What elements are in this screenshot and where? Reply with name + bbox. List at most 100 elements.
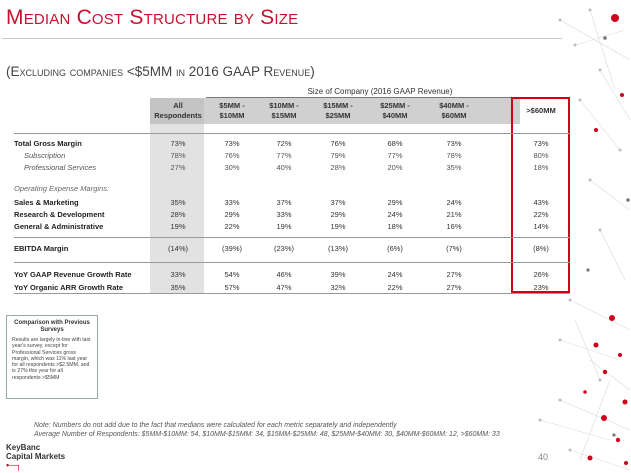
row-label: EBITDA Margin (14, 244, 69, 253)
row-label: Professional Services (24, 163, 97, 172)
slide-title: Median Cost Structure by Size (6, 6, 299, 29)
table-cell: 78% (446, 151, 462, 160)
table-cell: 77% (276, 151, 292, 160)
comparison-box: Comparison with Previous Surveys Results… (6, 315, 98, 399)
table-cell: (7%) (446, 244, 462, 253)
table-cell: 32% (330, 283, 346, 292)
table-cell: 47% (276, 283, 292, 292)
table-cell: 22% (387, 283, 403, 292)
table-cell: 73% (224, 139, 240, 148)
table-cell: (23%) (273, 244, 294, 253)
row-label: YoY Organic ARR Growth Rate (14, 283, 124, 292)
table-cell: 73% (170, 139, 186, 148)
table-cell: 28% (170, 210, 186, 219)
row-label: Operating Expense Margins: (14, 184, 110, 193)
slide-subtitle: (Excluding companies <$5MM in 2016 GAAP … (6, 64, 315, 79)
row-divider (14, 133, 570, 134)
table-cell: 22% (224, 222, 240, 231)
column-header: >$60MM (526, 106, 556, 115)
table-cell: 19% (276, 222, 292, 231)
row-label: General & Administrative (14, 222, 104, 231)
table-cell: 18% (387, 222, 403, 231)
column-header: $10MM - $15MM (269, 101, 299, 120)
table-cell: 43% (533, 198, 549, 207)
table-cell: 26% (533, 270, 549, 279)
table-cell: 73% (446, 139, 462, 148)
table-cell: 76% (224, 151, 240, 160)
footnote-line-2: Average Number of Respondents: $5MM-$10M… (34, 431, 500, 438)
table-cell: 73% (533, 139, 549, 148)
logo-line-2: Capital Markets (6, 452, 66, 461)
header-all-background (150, 98, 204, 124)
table-cell: 77% (387, 151, 403, 160)
table-cell: 54% (224, 270, 240, 279)
table-cell: 24% (387, 270, 403, 279)
table-cell: 33% (276, 210, 292, 219)
column-header: All Respondents (154, 101, 202, 120)
table-cell: (8%) (533, 244, 549, 253)
table-row: Professional Services 27% 30% 40% 28% 20% 35% 1… (14, 163, 574, 174)
logo-line-1: KeyBanc (6, 443, 41, 452)
column-header: $25MM - $40MM (380, 101, 410, 120)
row-divider (14, 237, 570, 238)
table-cell: 33% (224, 198, 240, 207)
table-cell: 28% (330, 163, 346, 172)
table-cell: 27% (170, 163, 186, 172)
table-cell: 35% (446, 163, 462, 172)
table-cell: (13%) (327, 244, 348, 253)
table-row: Total Gross Margin 73% 73% 72% 76% 68% 73% 73% (14, 139, 574, 150)
table-cell: 37% (330, 198, 346, 207)
table-cell: 33% (170, 270, 186, 279)
table-cell: 37% (276, 198, 292, 207)
key-icon: •─┐ (6, 460, 22, 470)
table-cell: 19% (170, 222, 186, 231)
row-divider (14, 293, 570, 294)
table-cell: 16% (446, 222, 462, 231)
table-cell: 46% (276, 270, 292, 279)
table-cell: 29% (224, 210, 240, 219)
column-header: $5MM - $10MM (219, 101, 245, 120)
table-cell: 80% (533, 151, 549, 160)
comparison-box-title: Comparison with Previous Surveys (14, 320, 90, 333)
highlight-box-60mm (511, 97, 570, 293)
table-cell: 19% (330, 222, 346, 231)
table-cell: 24% (387, 210, 403, 219)
size-group-underline (206, 97, 568, 98)
table-cell: 78% (170, 151, 186, 160)
table-cell: (14%) (167, 244, 188, 253)
table-cell: (6%) (387, 244, 403, 253)
table-row: General & Administrative 19% 22% 19% 19% 18% 1… (14, 222, 574, 233)
table-cell: 40% (276, 163, 292, 172)
table-row: Research & Development 28% 29% 33% 29% 24% 21%… (14, 210, 574, 221)
size-group-caption: Size of Company (2016 GAAP Revenue) (307, 87, 453, 96)
header-background (150, 98, 520, 124)
footnote-line-1: Note: Numbers do not add due to the fact… (34, 422, 397, 429)
table-row: EBITDA Margin (14%) (39%) (23%) (13%) (6%) (7%… (14, 244, 574, 255)
table-cell: 72% (276, 139, 292, 148)
table-cell: 20% (387, 163, 403, 172)
table-cell: 27% (446, 270, 462, 279)
comparison-box-body: Results are largely in-line with last ye… (12, 337, 91, 381)
table-cell: 68% (387, 139, 403, 148)
table-cell: 79% (330, 151, 346, 160)
company-logo: KeyBanc Capital Markets •─┐ (6, 443, 65, 470)
column-header: $40MM - $60MM (439, 101, 469, 120)
row-label: Sales & Marketing (14, 198, 79, 207)
row-label: Total Gross Margin (14, 139, 82, 148)
table-cell: 27% (446, 283, 462, 292)
table-cell: 35% (170, 283, 186, 292)
table-cell: (39%) (221, 244, 242, 253)
table-cell: 29% (387, 198, 403, 207)
table-cell: 23% (533, 283, 549, 292)
row-label: Research & Development (14, 210, 105, 219)
table-cell: 14% (533, 222, 549, 231)
table-cell: 76% (330, 139, 346, 148)
table-row: Subscription 78% 76% 77% 79% 77% 78% 80% (14, 151, 574, 162)
table-cell: 30% (224, 163, 240, 172)
table-row: Operating Expense Margins: (14, 184, 574, 195)
table-cell: 24% (446, 198, 462, 207)
table-cell: 22% (533, 210, 549, 219)
table-row: YoY GAAP Revenue Growth Rate 33% 54% 46% 39%… (14, 270, 574, 281)
row-divider (14, 262, 570, 263)
